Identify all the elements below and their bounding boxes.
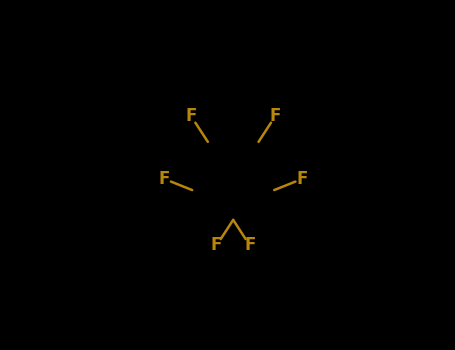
Text: F: F bbox=[269, 107, 281, 125]
Text: F: F bbox=[211, 236, 222, 254]
Text: F: F bbox=[158, 170, 170, 188]
Text: F: F bbox=[186, 107, 197, 125]
Text: F: F bbox=[297, 170, 308, 188]
Text: F: F bbox=[244, 236, 255, 254]
